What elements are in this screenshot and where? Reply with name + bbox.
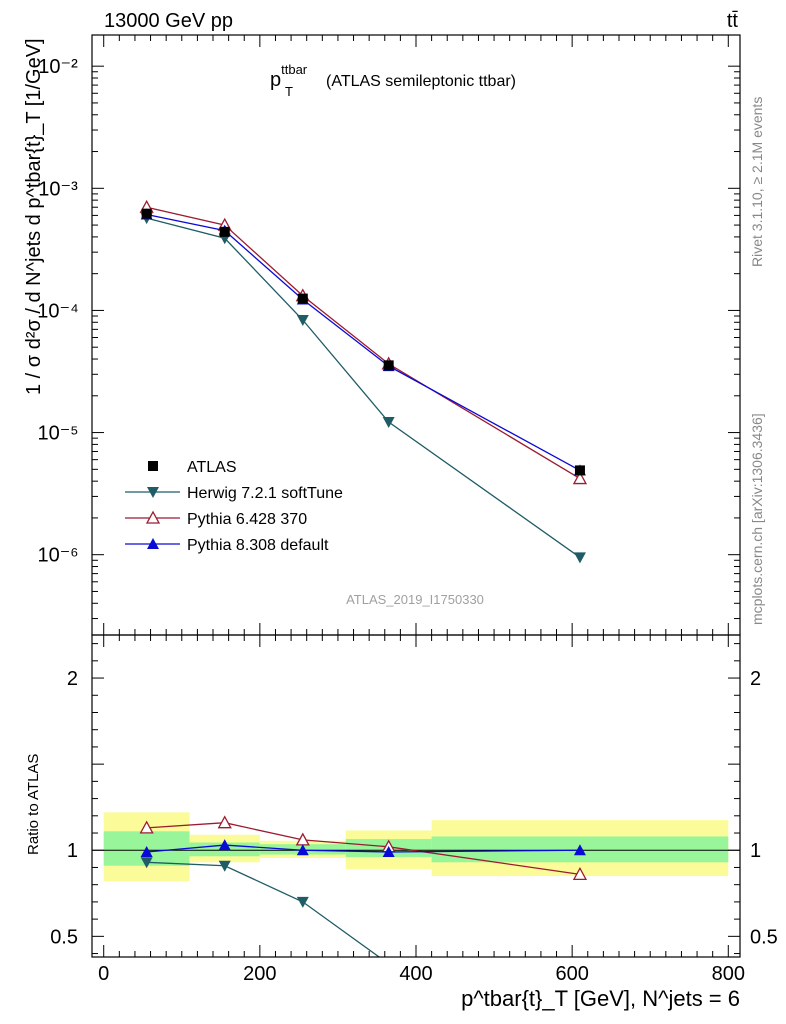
- ratio-point: [296, 896, 309, 908]
- analysis-id: ATLAS_2019_I1750330: [346, 592, 484, 607]
- legend-label: Pythia 8.308 default: [187, 537, 329, 554]
- series-line: [146, 206, 581, 480]
- ratio-point: [382, 845, 395, 857]
- ratio-series-pythia-8-308-default: [140, 839, 586, 857]
- legend-label: Pythia 6.428 370: [187, 511, 307, 528]
- data-point: [382, 417, 395, 429]
- legend-marker: [148, 461, 158, 471]
- series-pythia-6-428-370: [139, 199, 588, 485]
- data-point: [296, 314, 309, 326]
- series-pythia-8-308-default: [140, 208, 586, 476]
- x-tick-label: 0: [98, 963, 109, 985]
- ratio-y-tick-label-right: 0.5: [750, 926, 778, 948]
- ratio-frame: [91, 634, 741, 958]
- ratio-y-tick-label: 2: [67, 668, 78, 690]
- ratio-y-tick-label-right: 2: [750, 668, 761, 690]
- ratio-point: [383, 959, 395, 970]
- ratio-point: [572, 866, 588, 880]
- legend-item: Pythia 8.308 default: [125, 537, 329, 554]
- ratio-y-tick-label: 1: [67, 840, 78, 862]
- legend: ATLAS Herwig 7.2.1 softTune Pythia 6.428 3…: [125, 459, 343, 554]
- legend-marker: [147, 538, 159, 549]
- y-tick-label: 10⁻²: [38, 56, 78, 78]
- side-mcplots: mcplots.cern.ch [arXiv:1306.3436]: [749, 413, 765, 625]
- legend-item: Pythia 6.428 370: [125, 510, 307, 528]
- x-tick-label: 200: [243, 963, 276, 985]
- series-line: [146, 217, 581, 558]
- ratio-panel: 0 200 400 600 800 2 2 1 1 0.5 0.5 Ratio to ATLAS p^t…: [25, 634, 778, 1011]
- ratio-point: [296, 844, 309, 856]
- ratio-y-tick-label: 0.5: [50, 926, 78, 948]
- data-point: [141, 208, 152, 219]
- header-right: tt̄: [727, 10, 739, 32]
- y-tick-label: 10⁻⁴: [37, 300, 78, 322]
- series-line: [146, 213, 581, 471]
- ratio-y-tick-label-right: 1: [750, 840, 761, 862]
- x-tick-label: 400: [399, 963, 432, 985]
- x-tick-label: 600: [555, 963, 588, 985]
- legend-marker: [147, 487, 159, 498]
- uncertainty-bands: [103, 812, 729, 882]
- upper-panel: 10⁻² 10⁻³ 10⁻⁴ 10⁻⁵ 10⁻⁶ pttbar T(ATLAS semile…: [23, 34, 741, 636]
- ratio-point: [217, 815, 232, 829]
- x-axis-label: p^tbar{t}_T [GeV], N^jets = 6: [461, 986, 740, 1011]
- x-tick-label: 800: [712, 963, 745, 985]
- ratio-point: [573, 844, 586, 856]
- data-point: [219, 226, 230, 237]
- series-atlas: [141, 208, 585, 476]
- data-point: [574, 465, 585, 476]
- ratio-point: [140, 845, 153, 857]
- plot-title: pttbar T(ATLAS semileptonic ttbar): [270, 62, 516, 99]
- y-tick-label: 10⁻⁵: [37, 423, 78, 445]
- y-tick-label: 10⁻³: [38, 178, 78, 200]
- y-axis-label: 1 / σ d²σ / d N^jets d p^tbar{t}_T [1/Ge…: [23, 38, 45, 395]
- side-rivet: Rivet 3.1.10, ≥ 2.1M events: [749, 97, 765, 267]
- data-point: [383, 360, 394, 371]
- ratio-point: [218, 860, 231, 872]
- ratio-series-herwig-7-2-1-softtune: [140, 857, 395, 970]
- ratio-point: [139, 820, 154, 834]
- ratio-series-pythia-6-428-370: [139, 815, 588, 880]
- legend-item: Herwig 7.2.1 softTune: [125, 485, 343, 502]
- data-point: [573, 552, 586, 564]
- legend-label: Herwig 7.2.1 softTune: [187, 485, 343, 502]
- legend-label: ATLAS: [187, 459, 237, 476]
- ratio-point: [140, 857, 153, 869]
- header-left: 13000 GeV pp: [104, 10, 233, 32]
- data-point: [572, 471, 588, 485]
- ratio-line: [146, 861, 381, 957]
- legend-marker: [145, 510, 161, 524]
- y-tick-label: 10⁻⁶: [37, 545, 78, 567]
- ratio-point: [218, 839, 231, 851]
- legend-item: ATLAS: [148, 459, 237, 476]
- ratio-y-axis-label: Ratio to ATLAS: [25, 754, 42, 855]
- data-point: [297, 293, 308, 304]
